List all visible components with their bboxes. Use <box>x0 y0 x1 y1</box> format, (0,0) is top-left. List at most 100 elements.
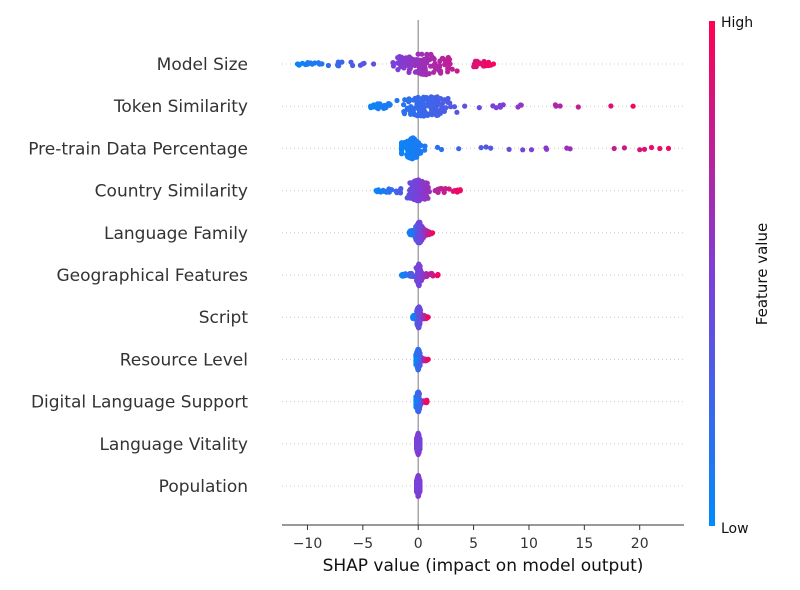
shap-point <box>418 185 423 190</box>
shap-point-min <box>368 104 373 109</box>
shap-point <box>360 61 365 66</box>
shap-point <box>417 311 422 316</box>
shap-point-max <box>426 315 431 320</box>
shap-point <box>612 146 617 151</box>
shap-point <box>428 52 433 57</box>
shap-point-max <box>436 272 441 277</box>
shap-point <box>416 196 421 201</box>
x-axis: −10 −5 0 5 10 15 20 <box>282 525 684 552</box>
x-tick-label: 15 <box>575 536 593 552</box>
shap-point <box>553 104 558 109</box>
shap-point <box>401 64 406 69</box>
x-axis-title: SHAP value (impact on model output) <box>323 556 644 576</box>
shap-point <box>390 60 395 65</box>
shap-point <box>427 272 432 277</box>
shap-point <box>312 60 317 65</box>
shap-point <box>440 101 445 106</box>
shap-point <box>350 63 355 68</box>
shap-point-min <box>410 315 415 320</box>
x-tick-label: −10 <box>293 536 323 552</box>
shap-point <box>408 273 413 278</box>
shap-point-min <box>399 146 404 151</box>
shap-point <box>649 145 654 150</box>
shap-point <box>484 144 489 149</box>
feature-label-script: Script <box>199 308 249 328</box>
shap-point <box>402 111 407 116</box>
shap-point <box>408 66 413 71</box>
shap-point <box>405 139 410 144</box>
shap-point-max <box>417 483 422 488</box>
colorbar-low-label: Low <box>721 521 749 537</box>
shap-point <box>414 69 419 74</box>
feature-label-population: Population <box>159 477 248 497</box>
shap-point <box>416 319 421 324</box>
shap-point <box>568 146 573 151</box>
shap-point <box>426 185 431 190</box>
shap-point-max <box>430 230 435 235</box>
shap-point <box>529 147 534 152</box>
shap-point-max <box>491 61 496 66</box>
shap-point <box>637 147 642 152</box>
shap-point <box>395 67 400 72</box>
shap-point <box>416 239 421 244</box>
shap-point <box>490 103 495 108</box>
shap-point-min <box>374 188 379 193</box>
shap-point <box>417 149 422 154</box>
shap-point <box>426 99 431 104</box>
shap-point <box>415 393 420 398</box>
shap-point <box>399 151 404 156</box>
shap-point <box>407 98 412 103</box>
shap-point <box>410 146 415 151</box>
shap-point <box>416 407 421 412</box>
shap-point <box>387 187 392 192</box>
shap-point <box>448 61 453 66</box>
points-script <box>410 304 431 330</box>
shap-point <box>335 63 340 68</box>
feature-label-geographical-features: Geographical Features <box>56 266 248 286</box>
shap-point <box>378 189 383 194</box>
shap-point <box>576 104 581 109</box>
shap-point <box>485 63 490 68</box>
shap-point-max <box>631 104 636 109</box>
shap-point <box>417 234 422 239</box>
shap-point <box>543 145 548 150</box>
shap-point-min <box>413 399 418 404</box>
feature-label-pre-train-data-percentage: Pre-train Data Percentage <box>28 139 248 159</box>
feature-label-language-vitality: Language Vitality <box>99 435 248 455</box>
shap-point <box>642 147 647 152</box>
feature-rows: Model SizeToken SimilarityPre-train Data… <box>28 55 684 497</box>
colorbar: High Low Feature value <box>709 15 771 537</box>
points-digital-language-support <box>413 390 429 415</box>
shap-point <box>394 98 399 103</box>
colorbar-high-label: High <box>721 15 753 31</box>
x-tick-label: 0 <box>414 536 423 552</box>
shap-point <box>456 146 461 151</box>
feature-label-digital-language-support: Digital Language Support <box>31 393 248 413</box>
shap-point-min <box>399 272 404 277</box>
feature-label-country-similarity: Country Similarity <box>95 182 248 202</box>
shap-point <box>416 269 421 274</box>
shap-point <box>398 188 403 193</box>
shap-point-max <box>666 146 671 151</box>
shap-point <box>519 103 524 108</box>
shap-point <box>453 188 458 193</box>
shap-point <box>454 110 459 115</box>
shap-point <box>608 103 613 108</box>
shap-point <box>416 144 421 149</box>
shap-point <box>440 186 445 191</box>
feature-label-resource-level: Resource Level <box>120 350 248 370</box>
shap-point <box>326 63 331 68</box>
shap-point <box>407 155 412 160</box>
shap-point <box>420 190 425 195</box>
points-language-family <box>407 220 435 246</box>
shap-point <box>433 111 438 116</box>
shap-point <box>434 107 439 112</box>
points-population <box>414 473 423 499</box>
shap-point <box>480 62 485 67</box>
points-country-similarity <box>374 177 463 203</box>
shap-point <box>417 274 422 279</box>
shap-point <box>411 138 416 143</box>
shap-point <box>305 60 310 65</box>
shap-point <box>415 61 420 66</box>
